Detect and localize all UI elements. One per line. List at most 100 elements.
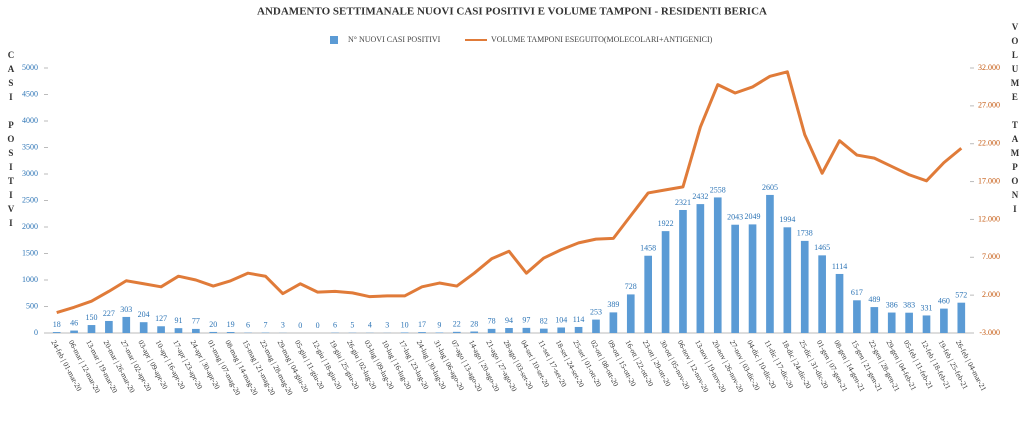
y-tick-label: 0	[34, 328, 38, 337]
data-label: 91	[174, 316, 182, 325]
bar	[470, 331, 479, 333]
y-tick-label: 3000	[22, 169, 38, 178]
legend-label: VOLUME TAMPONI ESEGUITO(MOLECOLARI+ANTIG…	[491, 35, 713, 44]
bar	[226, 331, 235, 333]
bar	[696, 204, 705, 333]
y-axis-label: CASI POSITIVI	[6, 50, 16, 232]
bar	[870, 307, 879, 333]
y2-tick-label: 17.000	[978, 176, 1000, 185]
bar	[731, 224, 739, 333]
data-label: 1994	[779, 215, 795, 224]
data-label: 127	[155, 314, 167, 323]
y2-tick-label: 27.000	[978, 101, 1000, 110]
bar	[557, 327, 566, 333]
data-label: 389	[607, 300, 619, 309]
data-label: 10	[401, 320, 409, 329]
bar	[957, 302, 966, 333]
bar	[818, 255, 826, 333]
data-label: 1465	[814, 243, 830, 252]
bar	[766, 194, 774, 333]
data-label: 94	[505, 316, 513, 325]
data-label: 2605	[762, 183, 778, 192]
data-label: 5	[350, 321, 354, 330]
data-label: 18	[53, 320, 61, 329]
data-label: 383	[903, 301, 915, 310]
bar	[853, 300, 861, 333]
data-label: 386	[886, 300, 898, 309]
data-label: 1458	[640, 244, 656, 253]
y2-tick-label: 22.000	[978, 139, 1000, 148]
bar	[539, 328, 548, 333]
y-tick-label: 4000	[22, 116, 38, 125]
bar	[87, 325, 96, 333]
data-label: 1114	[832, 262, 847, 271]
bar	[922, 315, 931, 333]
bar	[748, 224, 757, 333]
bar	[452, 331, 461, 333]
data-label: 78	[488, 317, 496, 326]
line	[56, 70, 963, 314]
bar	[661, 231, 670, 333]
y-tick-label: 3500	[22, 142, 38, 151]
bar	[574, 326, 583, 333]
y-tick-label: 1000	[22, 275, 38, 284]
y2-tick-label: 32.000	[978, 63, 1000, 72]
bar	[835, 273, 844, 333]
y-tick-label: 2500	[22, 195, 38, 204]
bar	[52, 332, 61, 333]
bar	[209, 331, 218, 333]
data-label: 253	[590, 307, 602, 316]
data-label: 22	[453, 320, 461, 329]
chart-title: ANDAMENTO SETTIMANALE NUOVI CASI POSITIV…	[257, 6, 767, 18]
data-label: 6	[333, 321, 337, 330]
data-label: 728	[625, 282, 637, 291]
data-label: 19	[227, 320, 235, 329]
bar	[192, 328, 200, 333]
data-label: 9	[437, 320, 441, 329]
data-label: 0	[298, 321, 302, 330]
bar	[940, 308, 948, 333]
bar	[626, 294, 635, 333]
bar	[783, 227, 792, 333]
data-label: 46	[70, 318, 78, 327]
y2-tick-label: 2.000	[982, 290, 1000, 299]
data-label: 489	[868, 295, 880, 304]
data-label: 150	[85, 313, 97, 322]
legend-swatch	[330, 36, 338, 44]
y-tick-label: 5000	[22, 63, 38, 72]
legend-label: N° NUOVI CASI POSITIVI	[348, 35, 441, 44]
bar	[887, 312, 896, 333]
data-label: 331	[921, 303, 933, 312]
y2-tick-label: 7.000	[982, 252, 1000, 261]
data-label: 2432	[692, 192, 708, 201]
data-label: 17	[418, 320, 426, 329]
data-label: 28	[470, 319, 478, 328]
bar	[592, 319, 600, 333]
data-label: 3	[385, 321, 389, 330]
y2-tick-label: -3.000	[979, 328, 1000, 337]
data-label: 104	[555, 315, 567, 324]
data-label: 20	[209, 320, 217, 329]
bar	[400, 332, 409, 333]
data-label: 97	[522, 316, 530, 325]
bar	[122, 316, 131, 333]
bar	[418, 332, 426, 333]
y2-axis-label: VOLUME TAMPONI	[1010, 22, 1020, 218]
bar	[70, 330, 78, 333]
data-label: 1922	[658, 219, 674, 228]
bar	[679, 209, 687, 333]
bar	[157, 326, 165, 333]
bar	[713, 197, 722, 333]
data-label: 572	[955, 291, 967, 300]
data-label: 114	[573, 315, 585, 324]
data-label: 1738	[797, 229, 813, 238]
data-label: 204	[138, 310, 150, 319]
data-label: 7	[263, 320, 267, 329]
y2-tick-label: 12.000	[978, 214, 1000, 223]
y-tick-label: 1500	[22, 248, 38, 257]
data-label: 82	[540, 316, 548, 325]
y-tick-label: 2000	[22, 222, 38, 231]
data-label: 0	[316, 321, 320, 330]
y-tick-label: 500	[26, 301, 38, 310]
